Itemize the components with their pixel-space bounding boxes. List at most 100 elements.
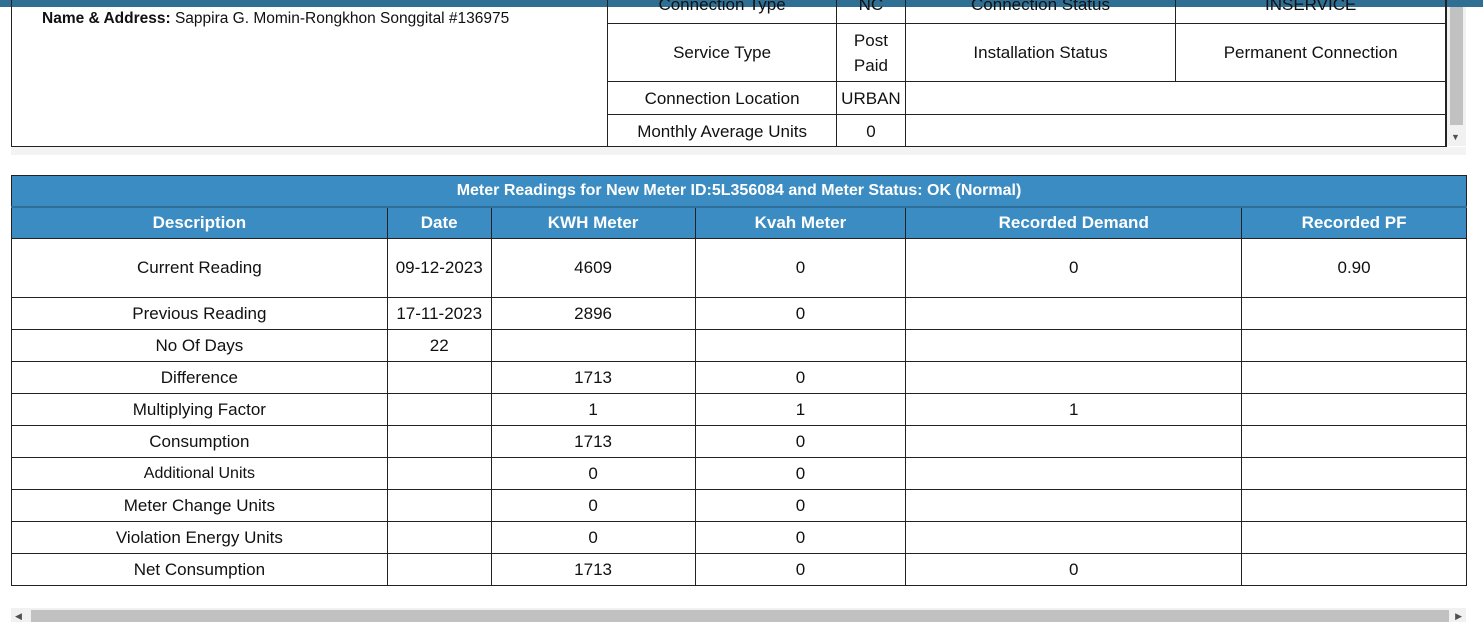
- table-cell: Additional Units: [11, 457, 388, 490]
- table-row: Connection Location URBAN: [606, 81, 1446, 115]
- scroll-down-icon[interactable]: ▼: [1451, 132, 1460, 142]
- name-address-value: Sappira G. Momin-Rongkhon Songgital #136…: [174, 10, 510, 27]
- table-cell: [1241, 297, 1467, 330]
- column-header: Date: [386, 206, 492, 239]
- table-cell: 0: [694, 361, 907, 394]
- table-cell: Previous Reading: [11, 297, 388, 330]
- table-cell: Violation Energy Units: [11, 521, 388, 554]
- table-row: Monthly Average Units 0: [606, 114, 1446, 146]
- table-cell: Meter Change Units: [11, 489, 388, 522]
- table-cell: 0: [905, 238, 1243, 298]
- table-cell: [1241, 393, 1467, 426]
- table-cell: 09-12-2023: [386, 238, 492, 298]
- table-cell: [905, 521, 1243, 554]
- scroll-right-icon[interactable]: ▶: [1455, 611, 1462, 621]
- table-row: Previous Reading 17-11-2023 2896 0: [11, 297, 1467, 330]
- table-cell: 0: [905, 553, 1243, 586]
- table-cell: Consumption: [11, 425, 388, 458]
- table-cell: [1241, 361, 1467, 394]
- table-cell: Net Consumption: [11, 553, 388, 586]
- table-cell: 0: [694, 297, 907, 330]
- table-cell: 1: [490, 393, 696, 426]
- table-cell: [386, 393, 492, 426]
- table-cell: 0: [694, 425, 907, 458]
- service-type-label: Service Type: [606, 23, 838, 82]
- table-cell: 4609: [490, 238, 696, 298]
- connection-info-table: Connection Type NC Connection Status INS…: [606, 0, 1446, 146]
- empty-cell: [904, 81, 1446, 115]
- table-row: Service Type Post Paid Installation Stat…: [606, 23, 1446, 82]
- table-cell: [386, 425, 492, 458]
- table-cell: [1241, 329, 1467, 362]
- table-cell: [386, 489, 492, 522]
- table-cell: [386, 361, 492, 394]
- table-cell: [1241, 521, 1467, 554]
- table-cell: [1241, 489, 1467, 522]
- column-header: KWH Meter: [490, 206, 696, 239]
- table-cell: 0: [490, 457, 696, 490]
- table-cell: 0: [490, 489, 696, 522]
- service-type-value: Post Paid: [836, 23, 906, 82]
- table-cell: [694, 329, 907, 362]
- connection-type-label: Connection Type: [606, 0, 838, 24]
- table-row: Multiplying Factor 1 1 1: [11, 393, 1467, 426]
- table-cell: [905, 297, 1243, 330]
- horizontal-scrollbar-thumb[interactable]: [31, 610, 1449, 622]
- table-cell: 0: [694, 521, 907, 554]
- consumer-info-panel: Name & Address: Sappira G. Momin-Rongkho…: [11, 0, 1447, 147]
- table-cell: 22: [386, 329, 492, 362]
- table-cell: 0: [694, 238, 907, 298]
- table-cell: [905, 329, 1243, 362]
- table-cell: 1: [694, 393, 907, 426]
- table-cell: 0.90: [1241, 238, 1467, 298]
- horizontal-scrollbar[interactable]: ◀ ▶: [11, 608, 1466, 622]
- connection-type-value: NC: [836, 0, 906, 24]
- table-cell: [905, 457, 1243, 490]
- table-row: Current Reading 09-12-2023 4609 0 0 0.90: [11, 238, 1467, 298]
- table-cell: 1713: [490, 361, 696, 394]
- table-row: Violation Energy Units 0 0: [11, 521, 1467, 554]
- table-header-row: Description Date KWH Meter Kvah Meter Re…: [11, 206, 1467, 239]
- table-row: Additional Units 0 0: [11, 457, 1467, 490]
- meter-readings-caption: Meter Readings for New Meter ID:5L356084…: [11, 175, 1467, 208]
- table-cell: 0: [490, 521, 696, 554]
- column-header: Recorded Demand: [905, 206, 1243, 239]
- meter-readings-table: Meter Readings for New Meter ID:5L356084…: [11, 175, 1467, 586]
- table-cell: [386, 521, 492, 554]
- table-cell: No Of Days: [11, 329, 388, 362]
- table-cell: [1241, 457, 1467, 490]
- table-cell: [905, 489, 1243, 522]
- table-row: Difference 1713 0: [11, 361, 1467, 394]
- installation-status-value: Permanent Connection: [1175, 23, 1446, 82]
- table-cell: 17-11-2023: [386, 297, 492, 330]
- table-cell: 1713: [490, 553, 696, 586]
- table-row: Connection Type NC Connection Status INS…: [606, 0, 1446, 24]
- connection-location-label: Connection Location: [606, 81, 838, 115]
- vertical-scrollbar-thumb[interactable]: [1450, 7, 1463, 125]
- table-cell: [905, 425, 1243, 458]
- connection-location-value: URBAN: [836, 81, 906, 115]
- table-cell: [490, 329, 696, 362]
- table-cell: [1241, 553, 1467, 586]
- table-cell: 2896: [490, 297, 696, 330]
- table-cell: [386, 553, 492, 586]
- table-cell: 1: [905, 393, 1243, 426]
- table-cell: 0: [694, 489, 907, 522]
- name-address: Name & Address: Sappira G. Momin-Rongkho…: [42, 10, 509, 28]
- table-cell: Multiplying Factor: [11, 393, 388, 426]
- connection-status-value: INSERVICE: [1175, 0, 1446, 24]
- name-address-label: Name & Address:: [42, 10, 171, 27]
- section-divider: [11, 147, 1466, 155]
- empty-cell: [904, 114, 1446, 146]
- table-cell: Difference: [11, 361, 388, 394]
- table-cell: Current Reading: [11, 238, 388, 298]
- table-cell: [905, 361, 1243, 394]
- scroll-left-icon[interactable]: ◀: [15, 611, 22, 621]
- table-row: Net Consumption 1713 0 0: [11, 553, 1467, 586]
- column-header: Description: [11, 206, 388, 239]
- vertical-scrollbar[interactable]: ▼: [1447, 7, 1466, 146]
- table-cell: [386, 457, 492, 490]
- table-cell: 1713: [490, 425, 696, 458]
- table-cell: [1241, 425, 1467, 458]
- table-cell: 0: [694, 457, 907, 490]
